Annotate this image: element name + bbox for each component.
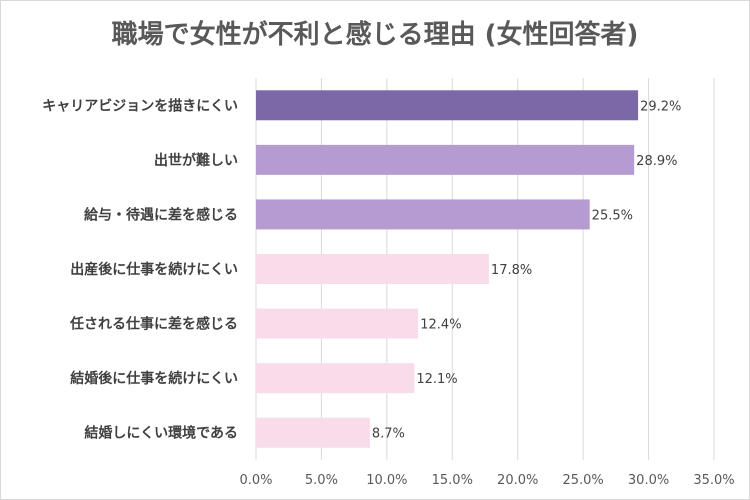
- bar: [256, 90, 639, 121]
- data-label: 12.1%: [416, 372, 457, 387]
- bar: [256, 254, 489, 284]
- x-tick-label: 25.0%: [562, 473, 603, 488]
- category-label: 任される仕事に差を感じる: [69, 316, 238, 333]
- x-tick-label: 30.0%: [628, 473, 669, 488]
- data-label: 8.7%: [372, 427, 405, 442]
- category-label: 給与・待遇に差を感じる: [84, 206, 238, 223]
- category-label: 結婚後に仕事を続けにくい: [70, 370, 238, 387]
- x-tick-label: 10.0%: [366, 473, 407, 488]
- chart-title: 職場で女性が不利と感じる理由 (女性回答者): [111, 20, 639, 50]
- data-label: 12.4%: [420, 318, 461, 333]
- category-label: 結婚しにくい環境である: [84, 425, 238, 442]
- bar: [256, 363, 415, 394]
- data-label: 29.2%: [640, 99, 681, 114]
- x-tick-label: 5.0%: [305, 473, 338, 488]
- x-tick-label: 20.0%: [497, 473, 538, 488]
- x-tick-label: 0.0%: [239, 473, 272, 488]
- category-label: キャリアビジョンを描きにくい: [42, 97, 238, 114]
- bar: [256, 199, 590, 230]
- data-label: 25.5%: [592, 208, 633, 223]
- category-label: 出世が難しい: [154, 152, 238, 169]
- x-tick-label: 15.0%: [432, 473, 473, 488]
- data-label: 28.9%: [636, 154, 677, 169]
- bar: [256, 308, 419, 339]
- data-label: 17.8%: [491, 263, 532, 278]
- category-label: 出産後に仕事を続けにくい: [70, 261, 238, 278]
- bar: [256, 144, 635, 175]
- bar: [256, 417, 370, 448]
- x-tick-label: 35.0%: [693, 473, 734, 488]
